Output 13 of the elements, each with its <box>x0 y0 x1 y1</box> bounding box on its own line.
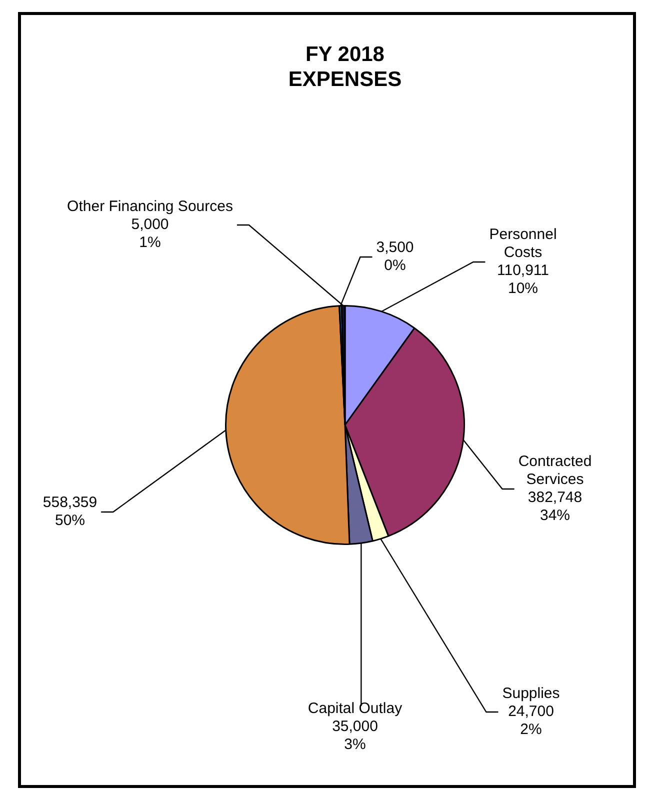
data-label: 24,700 2% <box>508 703 554 738</box>
slice-label: Other Financing Sources <box>67 198 233 216</box>
slice-label: Contracted Services <box>518 453 592 488</box>
data-label: 5,000 1% <box>131 216 169 252</box>
chart-title: FY 2018 EXPENSES <box>287 42 403 92</box>
slice-label: Capital Outlay <box>308 700 403 718</box>
slice-label: Personnel Costs <box>489 226 557 262</box>
slice-label: Supplies <box>502 685 560 702</box>
data-label: 110,911 10% <box>497 262 549 298</box>
data-label: 35,000 3% <box>332 718 378 754</box>
data-label: 3,500 0% <box>376 239 414 274</box>
data-label: 382,748 34% <box>528 489 582 524</box>
data-label: 558,359 50% <box>42 494 98 530</box>
